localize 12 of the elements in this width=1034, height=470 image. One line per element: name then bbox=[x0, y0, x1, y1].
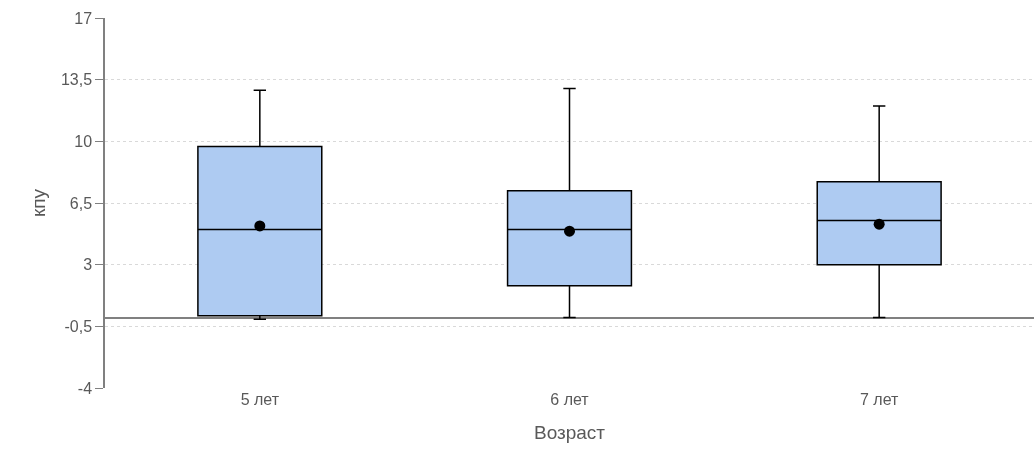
x-tick-label: 5 лет bbox=[240, 391, 280, 408]
x-tick-label: 7 лет bbox=[859, 391, 900, 408]
y-axis-title: кпу bbox=[28, 188, 50, 218]
y-tick-label: 17 bbox=[74, 9, 93, 27]
x-axis-title: Возраст bbox=[533, 421, 606, 443]
y-tick-label: -4 bbox=[77, 379, 93, 397]
y-tick-label: 3 bbox=[83, 256, 93, 274]
y-tick-label: 13,5 bbox=[60, 71, 93, 89]
x-tick-label: 6 лет bbox=[550, 391, 590, 408]
y-tick-label: -0,5 bbox=[64, 317, 93, 335]
y-tick-label: 6,5 bbox=[69, 194, 93, 212]
y-tick-label: 10 bbox=[74, 132, 93, 150]
